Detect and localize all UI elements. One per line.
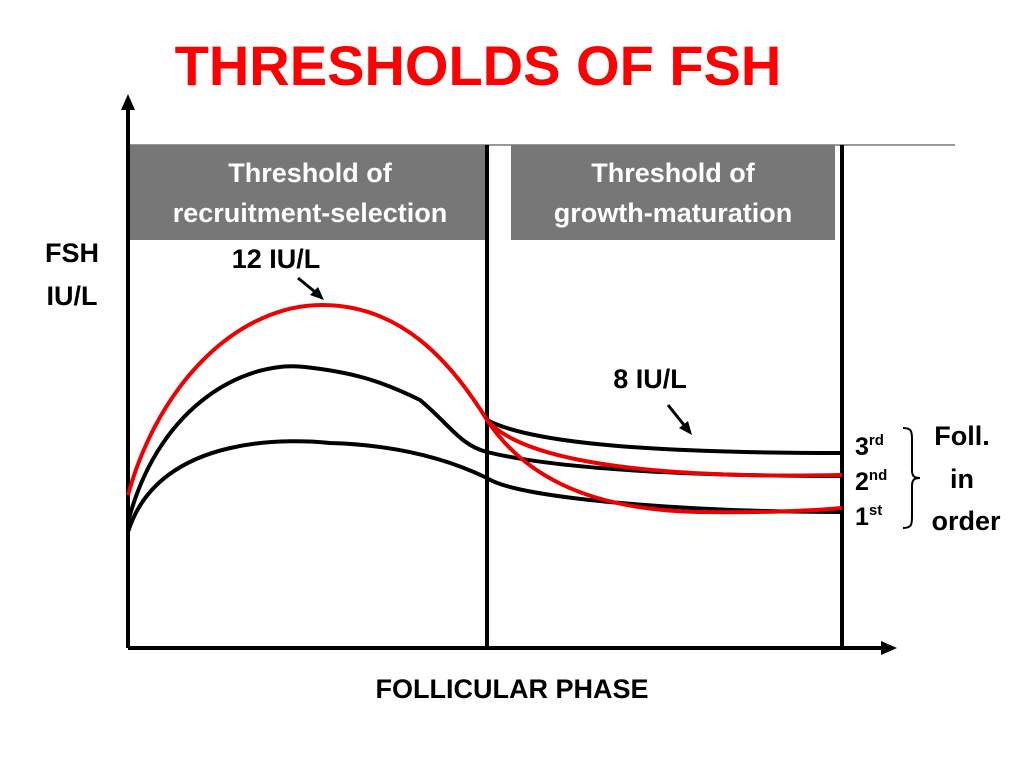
annotation: 12 IU/L (232, 244, 321, 274)
red-curve (485, 418, 843, 515)
annotation: 8 IU/L (613, 364, 687, 394)
rank: 2nd (855, 467, 887, 496)
rank: 3rd (855, 432, 884, 461)
rank-suffix: nd (869, 467, 887, 484)
title: THRESHOLDS OF FSH (175, 34, 782, 97)
group-label: in (950, 464, 974, 494)
rank: 1st (855, 502, 882, 531)
box-bg (128, 145, 487, 240)
rank-number: 3 (855, 433, 869, 461)
red-curve (126, 302, 843, 496)
curve-3rd (486, 418, 843, 455)
arrow-head (881, 641, 897, 655)
x-label: FOLLICULAR PHASE (376, 674, 649, 704)
y-label: IU/L (47, 281, 98, 311)
rank-number: 2 (855, 468, 869, 496)
rank-number: 1 (855, 503, 869, 531)
arrow-head (310, 287, 324, 300)
rank-suffix: rd (869, 432, 884, 449)
box-bg (511, 145, 835, 240)
arrow-head (121, 94, 135, 110)
box-text: growth-maturation (554, 198, 792, 228)
box-text: Threshold of (591, 158, 755, 188)
rank-suffix: st (869, 502, 882, 519)
group-label: Foll. (934, 421, 990, 451)
box-text: recruitment-selection (173, 198, 448, 228)
arrow-head (679, 421, 692, 435)
group-label: order (931, 506, 1001, 536)
brace (902, 427, 921, 529)
y-label: FSH (45, 238, 99, 268)
curve-2nd (126, 364, 843, 523)
box-text: Threshold of (228, 158, 392, 188)
curve-1st (126, 439, 843, 533)
